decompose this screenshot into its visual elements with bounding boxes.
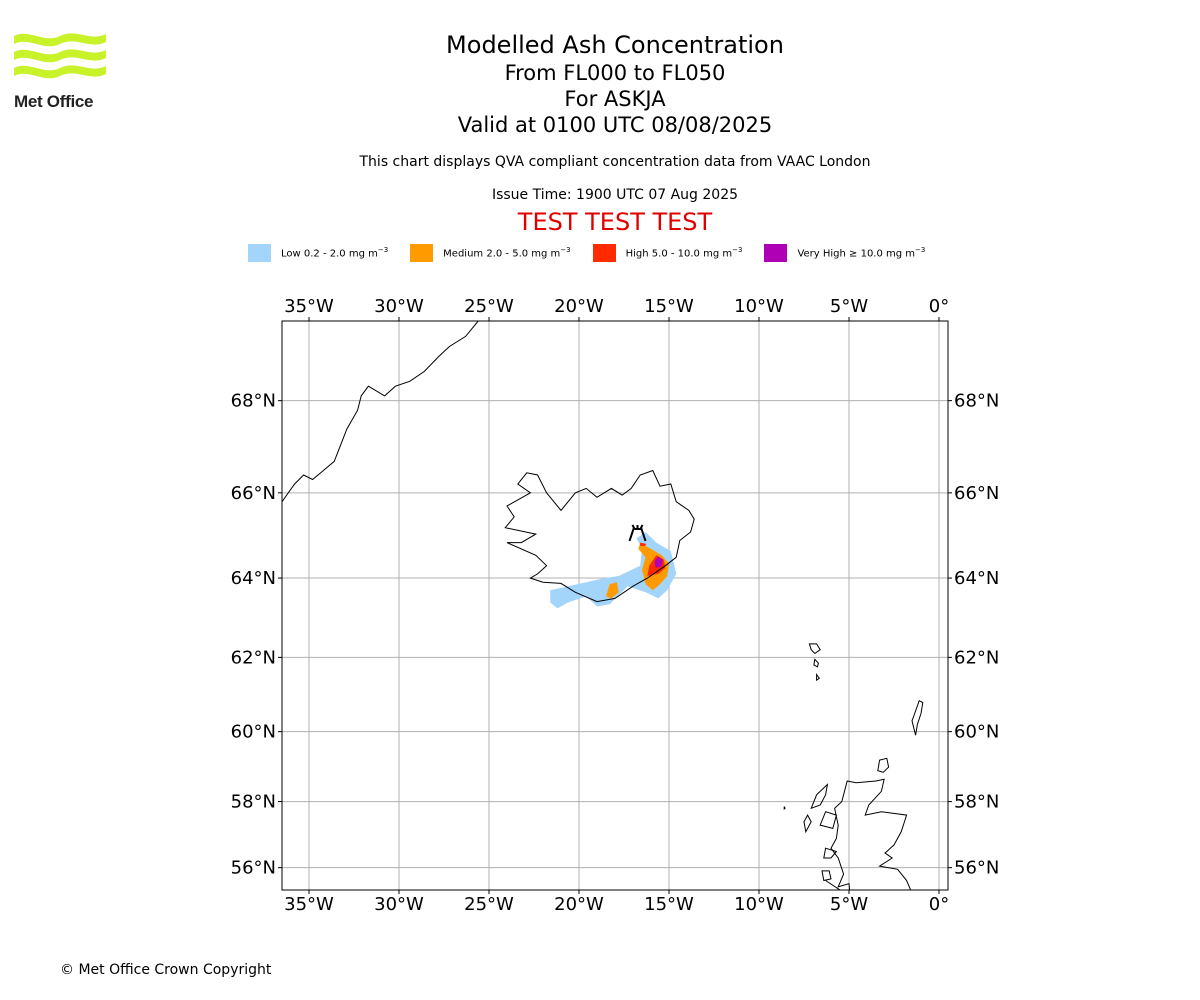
ireland-coast: [825, 880, 841, 890]
lat-label-left: 58°N: [231, 792, 276, 813]
legend-label: High 5.0 - 10.0 mg m−3: [625, 246, 743, 260]
iceland-coast: [504, 469, 695, 603]
greenland-coast: [282, 321, 480, 502]
ash-layer: [550, 532, 677, 609]
valid-time: Valid at 0100 UTC 08/08/2025: [457, 113, 773, 137]
lat-label-right: 58°N: [954, 792, 999, 813]
lon-label-bottom: 0°: [929, 894, 949, 915]
lat-label-left: 60°N: [231, 722, 276, 743]
volcano-icon: [628, 524, 647, 542]
legend-item: High 5.0 - 10.0 mg m−3: [592, 244, 743, 262]
lon-label-top: 0°: [929, 296, 949, 317]
lat-label-left: 68°N: [231, 391, 276, 412]
lat-label-right: 68°N: [954, 391, 999, 412]
shetland-coast: [911, 699, 924, 736]
faroe-coast: [808, 643, 821, 655]
test-banner: TEST TEST TEST: [517, 208, 713, 236]
ash-medium: [606, 582, 619, 599]
lon-label-bottom: 15°W: [644, 894, 694, 915]
logo-wordmark: Met Office: [14, 92, 94, 111]
lon-label-top: 20°W: [554, 296, 604, 317]
lat-label-right: 62°N: [954, 647, 999, 668]
lon-label-top: 35°W: [284, 296, 334, 317]
copyright: © Met Office Crown Copyright: [60, 962, 272, 978]
legend-item: Very High ≥ 10.0 mg m−3: [764, 244, 925, 262]
legend-label: Medium 2.0 - 5.0 mg m−3: [443, 246, 571, 260]
legend-item: Medium 2.0 - 5.0 mg m−3: [410, 244, 571, 262]
lat-label-left: 64°N: [231, 568, 276, 589]
mull-coast: [823, 847, 838, 859]
lon-label-top: 15°W: [644, 296, 694, 317]
legend-swatch: [410, 244, 434, 262]
lat-label-left: 62°N: [231, 647, 276, 668]
lat-label-right: 60°N: [954, 722, 999, 743]
lon-label-top: 5°W: [830, 296, 868, 317]
level-range: From FL000 to FL050: [504, 61, 726, 85]
coastline-layer: [282, 321, 924, 890]
lon-label-bottom: 10°W: [734, 894, 784, 915]
legend-swatch: [592, 244, 616, 262]
lon-label-bottom: 35°W: [284, 894, 334, 915]
lat-label-right: 64°N: [954, 568, 999, 589]
lon-label-bottom: 5°W: [830, 894, 868, 915]
issue-time: Issue Time: 1900 UTC 07 Aug 2025: [491, 187, 739, 203]
faroe-coast: [813, 658, 819, 668]
legend-swatch: [248, 244, 271, 262]
ash-very-high: [654, 556, 663, 568]
met-office-logo: Met Office: [14, 30, 109, 112]
st-kilda-coast: [783, 806, 786, 811]
ash-high: [640, 542, 647, 546]
hebrides-coast: [810, 783, 829, 810]
hebrides-coast: [803, 814, 812, 834]
lon-label-bottom: 25°W: [464, 894, 514, 915]
legend: Low 0.2 - 2.0 mg m−3 Medium 2.0 - 5.0 mg …: [248, 244, 947, 262]
faroe-coast: [816, 672, 820, 682]
orkney-coast: [877, 757, 890, 773]
lat-label-right: 66°N: [954, 483, 999, 504]
legend-label: Very High ≥ 10.0 mg m−3: [797, 246, 926, 260]
info-text: This chart displays QVA compliant concen…: [359, 154, 871, 170]
legend-label: Low 0.2 - 2.0 mg m−3: [281, 246, 389, 260]
chart-titles: Modelled Ash Concentration From FL000 to…: [315, 30, 915, 236]
skye-coast: [819, 811, 838, 830]
lat-label-left: 56°N: [231, 858, 276, 879]
legend-swatch: [764, 244, 788, 262]
page-title: Modelled Ash Concentration: [446, 31, 784, 59]
volcano-line: For ASKJA: [564, 87, 666, 111]
lon-label-top: 25°W: [464, 296, 514, 317]
met-office-wave-icon: [14, 33, 106, 79]
lon-label-top: 30°W: [374, 296, 424, 317]
lon-label-bottom: 30°W: [374, 894, 424, 915]
lon-label-bottom: 20°W: [554, 894, 604, 915]
islay-coast: [821, 870, 832, 882]
lat-label-left: 66°N: [231, 483, 276, 504]
map-frame: [281, 320, 949, 891]
legend-item: Low 0.2 - 2.0 mg m−3: [248, 244, 388, 262]
lon-label-top: 10°W: [734, 296, 784, 317]
lat-label-right: 56°N: [954, 858, 999, 879]
